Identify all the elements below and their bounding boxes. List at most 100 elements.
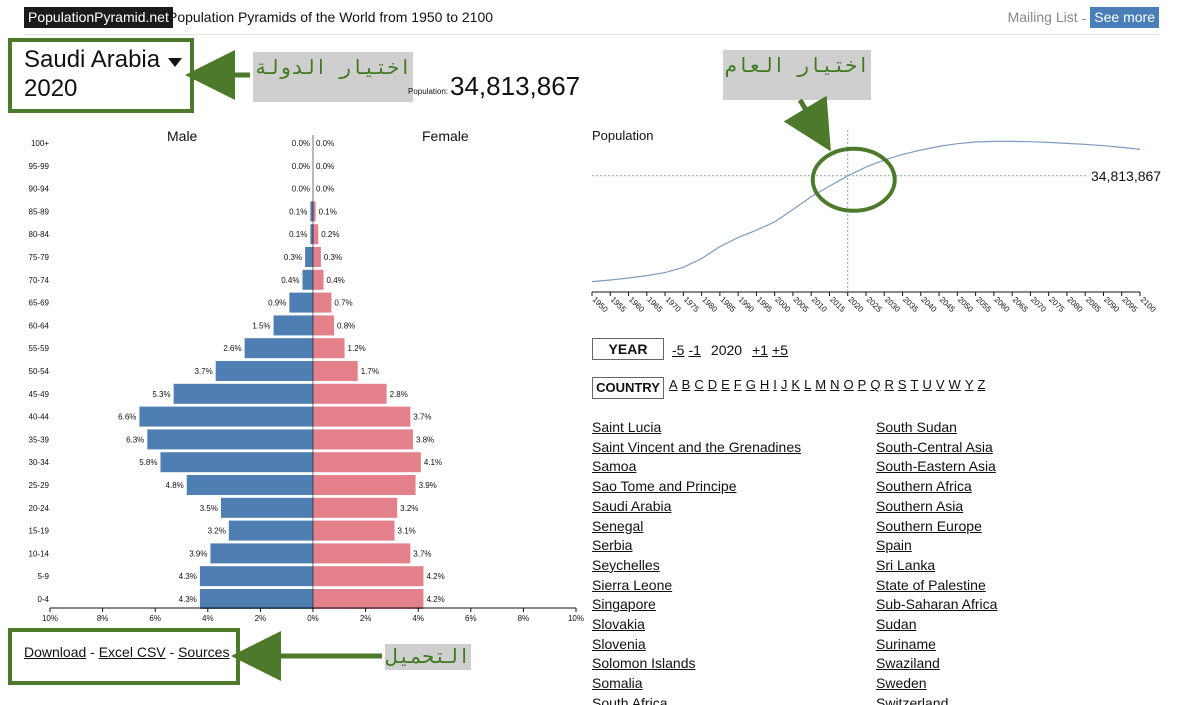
country-link[interactable]: South Sudan	[876, 419, 957, 435]
female-bar	[313, 338, 345, 359]
alphabet-letter-u[interactable]: U	[922, 377, 932, 392]
alphabet-letter-b[interactable]: B	[681, 377, 691, 392]
alphabet-letter-m[interactable]: M	[815, 377, 827, 392]
year-tick-label[interactable]: 2070	[1029, 295, 1048, 314]
year-tick-label[interactable]: 2030	[883, 295, 902, 314]
alphabet-letter-h[interactable]: H	[759, 377, 770, 392]
year-plus-5-link[interactable]: +5	[772, 342, 788, 358]
alphabet-letter-s[interactable]: S	[897, 377, 907, 392]
country-link[interactable]: Saint Lucia	[592, 419, 662, 435]
country-dropdown[interactable]: Saudi Arabia	[24, 46, 183, 74]
country-link[interactable]: Serbia	[592, 537, 633, 554]
alphabet-letter-n[interactable]: N	[830, 377, 840, 392]
year-tick-label[interactable]: 2060	[992, 295, 1011, 314]
year-tick-label[interactable]: 1965	[645, 295, 664, 314]
year-tick-label[interactable]: 2045	[938, 295, 957, 314]
alphabet-letter-r[interactable]: R	[884, 377, 894, 392]
country-link[interactable]: Saudi Arabia	[592, 497, 672, 514]
year-tick-label[interactable]: 2080	[1066, 295, 1085, 314]
alphabet-letter-j[interactable]: J	[780, 377, 788, 392]
year-tick-label[interactable]: 2100	[1139, 295, 1158, 314]
year-minus-5-link[interactable]: -5	[672, 342, 685, 358]
year-plus-1-link[interactable]: +1	[752, 342, 769, 358]
year-minus-1-link[interactable]: -1	[688, 342, 701, 358]
sources-link[interactable]: Sources	[178, 644, 230, 660]
country-link[interactable]: Southern Europe	[876, 517, 982, 534]
country-link[interactable]: Sudan	[876, 616, 917, 633]
year-tick-label[interactable]: 2035	[901, 295, 920, 314]
year-tick-label[interactable]: 2055	[974, 295, 993, 314]
country-link[interactable]: Samoa	[592, 458, 637, 475]
alphabet-letter-i[interactable]: I	[773, 377, 777, 392]
alphabet-letter-q[interactable]: Q	[870, 377, 881, 392]
country-link[interactable]: Solomon Islands	[592, 655, 696, 672]
year-tick-label[interactable]: 1980	[700, 295, 719, 314]
country-link[interactable]: Saint Vincent and the Grenadines	[592, 438, 802, 455]
alphabet-letter-y[interactable]: Y	[964, 377, 974, 392]
alphabet-letter-e[interactable]: E	[721, 377, 730, 392]
country-link[interactable]: Sri Lanka	[876, 556, 936, 573]
year-tick-label[interactable]: 2050	[956, 295, 975, 314]
country-link[interactable]: South-Eastern Asia	[876, 458, 996, 475]
alphabet-letter-a[interactable]: A	[669, 377, 678, 392]
female-value-label: 0.0%	[316, 185, 334, 194]
country-link[interactable]: State of Palestine	[876, 576, 986, 593]
country-link[interactable]: Somalia	[592, 675, 643, 692]
year-tick-label[interactable]: 1985	[718, 295, 737, 314]
country-link[interactable]: Sao Tome and Principe	[592, 478, 737, 495]
alphabet-letter-c[interactable]: C	[694, 377, 704, 392]
year-tick-label[interactable]: 1990	[737, 295, 756, 314]
country-link[interactable]: Senegal	[592, 517, 644, 534]
mailing-list-link[interactable]: Mailing List	[1007, 9, 1078, 25]
year-tick-label[interactable]: 2025	[865, 295, 884, 314]
excel-csv-link[interactable]: Excel CSV	[98, 644, 166, 660]
alphabet-letter-v[interactable]: V	[935, 377, 945, 392]
year-tick-label[interactable]: 2010	[810, 295, 829, 314]
country-link[interactable]: Southern Asia	[876, 497, 964, 514]
country-link[interactable]: Slovenia	[592, 635, 646, 652]
alphabet-letter-d[interactable]: D	[707, 377, 718, 392]
year-tick-label[interactable]: 2075	[1047, 295, 1066, 314]
alphabet-letter-w[interactable]: W	[948, 377, 961, 392]
country-link[interactable]: Sweden	[876, 675, 927, 692]
site-logo[interactable]: PopulationPyramid.net	[24, 7, 173, 28]
download-link[interactable]: Download	[24, 644, 87, 660]
year-tick-label[interactable]: 2085	[1084, 295, 1103, 314]
country-link[interactable]: Sierra Leone	[592, 576, 673, 593]
year-tick-label[interactable]: 2015	[828, 295, 847, 314]
year-tick-label[interactable]: 2095	[1120, 295, 1139, 314]
alphabet-letter-k[interactable]: K	[791, 377, 801, 392]
year-tick-label[interactable]: 2065	[1011, 295, 1030, 314]
age-group-label: 10-14	[29, 549, 50, 558]
year-tick-label[interactable]: 2000	[773, 295, 792, 314]
year-tick-label[interactable]: 1995	[755, 295, 774, 314]
year-tick-label[interactable]: 2090	[1102, 295, 1121, 314]
alphabet-letter-p[interactable]: P	[857, 377, 867, 392]
year-tick-label[interactable]: 1960	[627, 295, 646, 314]
country-link[interactable]: Suriname	[876, 635, 936, 652]
year-tick-label[interactable]: 2040	[919, 295, 938, 314]
alphabet-letter-l[interactable]: L	[804, 377, 812, 392]
see-more-button[interactable]: See more	[1090, 7, 1159, 28]
country-link[interactable]: South Africa	[592, 694, 668, 705]
country-link[interactable]: Switzerland	[876, 694, 949, 705]
country-link[interactable]: Spain	[876, 537, 912, 554]
alphabet-letter-o[interactable]: O	[843, 377, 854, 392]
year-tick-label[interactable]: 2005	[792, 295, 811, 314]
country-link[interactable]: Swaziland	[876, 655, 940, 672]
country-link[interactable]: South-Central Asia	[876, 438, 993, 455]
country-link[interactable]: Southern Africa	[876, 478, 972, 495]
alphabet-letter-f[interactable]: F	[733, 377, 742, 392]
male-value-label: 0.0%	[292, 139, 310, 148]
country-link[interactable]: Sub-Saharan Africa	[876, 596, 998, 613]
year-tick-label[interactable]: 2020	[846, 295, 865, 314]
year-tick-label[interactable]: 1955	[609, 295, 628, 314]
country-link[interactable]: Seychelles	[592, 556, 660, 573]
alphabet-letter-z[interactable]: Z	[977, 377, 986, 392]
alphabet-letter-t[interactable]: T	[910, 377, 919, 392]
year-tick-label[interactable]: 1970	[664, 295, 683, 314]
alphabet-letter-g[interactable]: G	[745, 377, 756, 392]
country-link[interactable]: Singapore	[592, 596, 656, 613]
country-link[interactable]: Slovakia	[592, 616, 645, 633]
year-tick-label[interactable]: 1975	[682, 295, 701, 314]
